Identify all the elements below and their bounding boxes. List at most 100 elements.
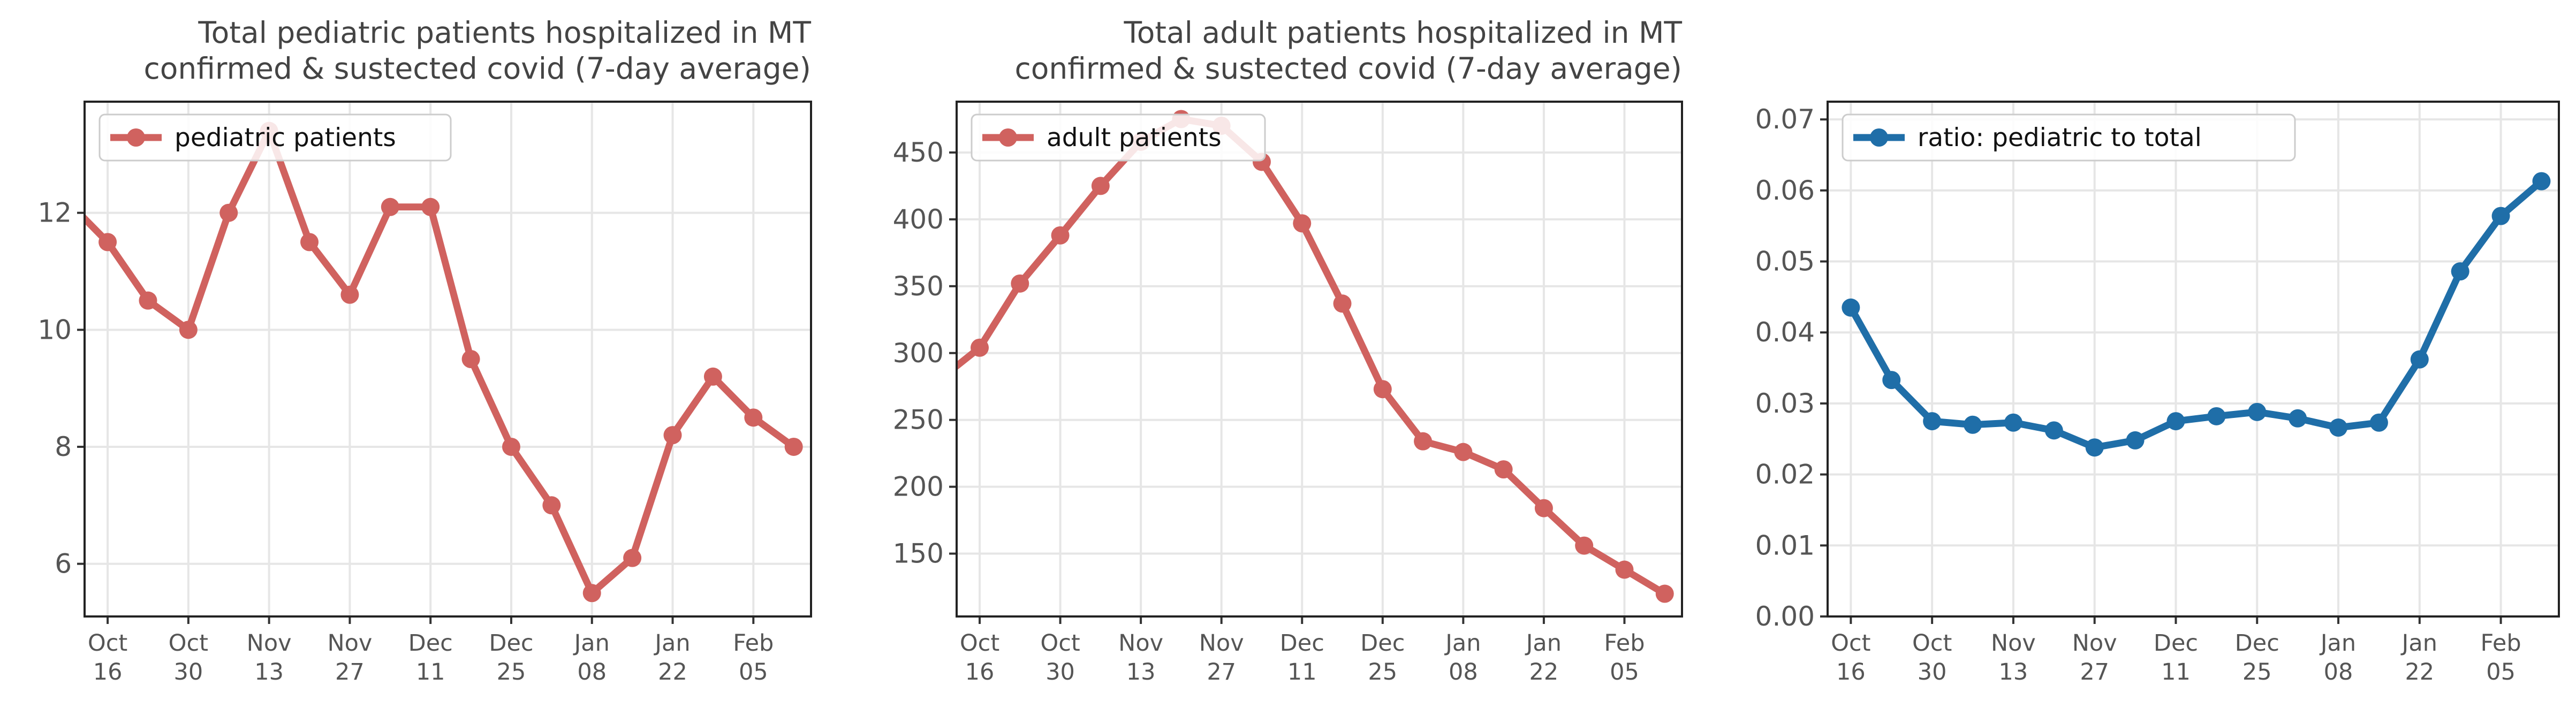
data-point xyxy=(2289,409,2307,428)
x-tick-label-month: Jan xyxy=(653,630,690,657)
chart-panel-3: 0.000.010.020.030.040.050.060.07Oct16Oct… xyxy=(1755,101,2560,685)
legend-marker xyxy=(127,128,145,147)
chart-title-line: confirmed & sustected covid (7-day avera… xyxy=(144,51,812,86)
legend-box xyxy=(1842,113,2296,162)
data-point xyxy=(1373,380,1392,399)
data-point xyxy=(99,233,117,252)
data-point xyxy=(2369,413,2388,432)
x-tick-label-day: 27 xyxy=(1207,659,1236,685)
x-tick-label-day: 11 xyxy=(2161,659,2191,685)
data-point xyxy=(502,437,520,456)
data-point xyxy=(1655,584,1674,603)
data-point xyxy=(1882,371,1901,390)
data-point xyxy=(1923,412,1942,431)
data-point xyxy=(2329,418,2348,437)
x-tick-label-month: Nov xyxy=(247,630,292,657)
y-tick-label: 0.01 xyxy=(1755,530,1815,561)
x-tick-label-month: Nov xyxy=(1199,630,1244,657)
x-tick-label-month: Feb xyxy=(733,630,774,657)
y-tick-label: 200 xyxy=(893,471,944,502)
data-point xyxy=(703,367,722,386)
x-tick-label-month: Jan xyxy=(573,630,610,657)
x-tick-label-month: Nov xyxy=(1118,630,1163,657)
y-tick-label: 250 xyxy=(893,405,944,436)
data-point xyxy=(219,203,238,222)
data-point xyxy=(2126,431,2145,450)
data-point xyxy=(1051,226,1070,245)
data-point xyxy=(2085,438,2104,457)
plot-frame xyxy=(84,101,812,618)
x-tick-label-day: 30 xyxy=(1918,659,1947,685)
data-point xyxy=(1615,560,1634,579)
chart-title-line: Total adult patients hospitalized in MT xyxy=(1123,16,1682,50)
x-tick-label-month: Jan xyxy=(2400,630,2437,657)
x-tick-label-month: Dec xyxy=(2235,630,2279,657)
legend-box xyxy=(99,113,452,162)
x-tick-label-day: 13 xyxy=(254,659,284,685)
legend-label: ratio: pediatric to total xyxy=(1918,123,2202,153)
y-tick-label: 8 xyxy=(55,431,72,462)
y-tick-label: 0.04 xyxy=(1755,317,1815,348)
data-point xyxy=(1293,214,1312,233)
plot-frame xyxy=(1827,101,2560,618)
plot-frame xyxy=(956,101,1683,618)
x-tick-label-day: 05 xyxy=(1610,659,1639,685)
x-tick-label-day: 13 xyxy=(1126,659,1156,685)
y-tick-label: 6 xyxy=(55,549,72,580)
y-tick-label: 10 xyxy=(37,314,72,345)
y-tick-label: 450 xyxy=(893,137,944,168)
x-tick-label-month: Nov xyxy=(327,630,372,657)
x-tick-label-month: Oct xyxy=(1912,630,1952,657)
data-point xyxy=(2166,412,2185,431)
x-tick-label-day: 22 xyxy=(1529,659,1559,685)
x-tick-label-day: 30 xyxy=(1045,659,1075,685)
chart-title-line: Total pediatric patients hospitalized in… xyxy=(198,16,811,50)
data-point xyxy=(1964,415,1982,434)
legend-marker xyxy=(1870,128,1888,147)
legend-label: pediatric patients xyxy=(175,123,396,153)
x-tick-label-month: Oct xyxy=(960,630,999,657)
data-point xyxy=(2532,172,2551,191)
x-tick-label-day: 22 xyxy=(658,659,687,685)
x-tick-label-day: 08 xyxy=(577,659,607,685)
x-tick-label-month: Jan xyxy=(1525,630,1562,657)
x-tick-label-day: 05 xyxy=(739,659,768,685)
legend-label: adult patients xyxy=(1047,123,1222,153)
x-tick-label-day: 25 xyxy=(2242,659,2272,685)
x-tick-label-month: Jan xyxy=(1444,630,1481,657)
data-point xyxy=(582,584,601,603)
x-tick-label-day: 11 xyxy=(1287,659,1317,685)
x-tick-label-month: Dec xyxy=(408,630,453,657)
y-tick-label: 150 xyxy=(893,538,944,569)
data-point xyxy=(2491,207,2510,225)
y-tick-label: 0.05 xyxy=(1755,246,1815,277)
data-point xyxy=(340,285,359,304)
data-point xyxy=(2004,413,2022,432)
y-tick-label: 0.02 xyxy=(1755,459,1815,490)
data-point xyxy=(784,437,803,456)
data-point xyxy=(2410,350,2429,369)
data-point xyxy=(663,426,682,445)
x-tick-label-month: Jan xyxy=(2319,630,2356,657)
data-point xyxy=(542,496,561,515)
legend-box xyxy=(971,113,1266,162)
x-tick-label-month: Dec xyxy=(2154,630,2198,657)
x-tick-label-day: 25 xyxy=(497,659,526,685)
x-tick-label-month: Oct xyxy=(1040,630,1080,657)
x-tick-label-day: 30 xyxy=(173,659,203,685)
data-point xyxy=(1414,432,1433,451)
x-tick-label-day: 25 xyxy=(1368,659,1397,685)
y-tick-label: 350 xyxy=(893,271,944,302)
data-point xyxy=(461,350,480,368)
x-tick-label-month: Nov xyxy=(1991,630,2036,657)
data-point xyxy=(744,408,763,427)
x-tick-label-month: Feb xyxy=(2481,630,2521,657)
data-point xyxy=(1454,443,1473,461)
data-point xyxy=(1534,499,1553,517)
y-tick-label: 0.07 xyxy=(1755,104,1815,135)
y-tick-label: 400 xyxy=(893,204,944,235)
chart-panel-2: 150200250300350400450Oct16Oct30Nov13Nov2… xyxy=(893,16,1683,685)
chart-panel-1: 681012Oct16Oct30Nov13Nov27Dec11Dec25Jan0… xyxy=(37,16,812,685)
chart-title-line: confirmed & sustected covid (7-day avera… xyxy=(1015,51,1683,86)
data-point xyxy=(1842,298,1860,317)
